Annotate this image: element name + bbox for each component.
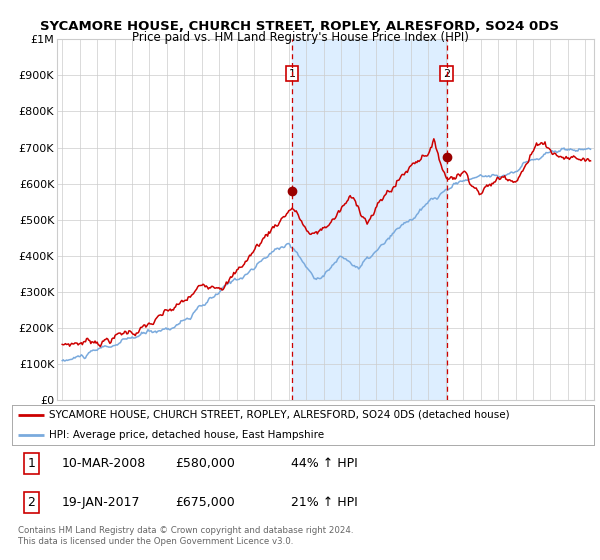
Text: Price paid vs. HM Land Registry's House Price Index (HPI): Price paid vs. HM Land Registry's House … [131,31,469,44]
Text: 2: 2 [443,68,450,78]
Text: 21% ↑ HPI: 21% ↑ HPI [292,496,358,509]
Text: 1: 1 [289,68,296,78]
Bar [292,39,446,400]
Text: SYCAMORE HOUSE, CHURCH STREET, ROPLEY, ALRESFORD, SO24 0DS: SYCAMORE HOUSE, CHURCH STREET, ROPLEY, A… [41,20,560,32]
Text: This data is licensed under the Open Government Licence v3.0.: This data is licensed under the Open Gov… [18,538,293,547]
Text: 44% ↑ HPI: 44% ↑ HPI [292,457,358,470]
Text: £580,000: £580,000 [175,457,235,470]
Text: 2: 2 [27,496,35,509]
Text: 19-JAN-2017: 19-JAN-2017 [61,496,140,509]
Text: SYCAMORE HOUSE, CHURCH STREET, ROPLEY, ALRESFORD, SO24 0DS (detached house): SYCAMORE HOUSE, CHURCH STREET, ROPLEY, A… [49,410,509,420]
Text: £675,000: £675,000 [175,496,235,509]
Text: HPI: Average price, detached house, East Hampshire: HPI: Average price, detached house, East… [49,430,324,440]
Text: 10-MAR-2008: 10-MAR-2008 [61,457,146,470]
Text: 1: 1 [27,457,35,470]
Text: Contains HM Land Registry data © Crown copyright and database right 2024.: Contains HM Land Registry data © Crown c… [18,526,353,535]
